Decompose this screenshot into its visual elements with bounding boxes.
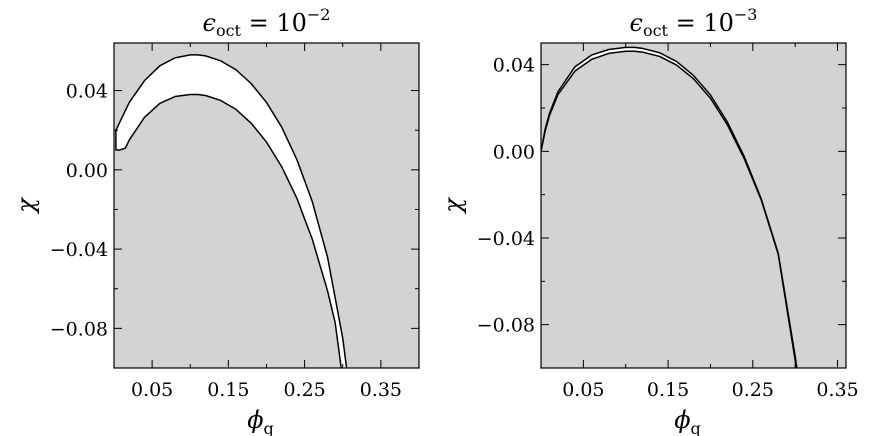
title-subscript: oct <box>216 21 242 40</box>
x-axis-label-symbol: ϕ <box>674 406 690 434</box>
x-tick-label: 0.35 <box>360 379 402 401</box>
x-tick-label: 0.05 <box>562 379 604 401</box>
y-tick-label: −0.08 <box>477 315 535 337</box>
y-axis-label: χ <box>439 197 467 215</box>
x-tick-label: 0.25 <box>732 379 774 401</box>
boundary-curve-1 <box>115 54 348 368</box>
y-tick-label: −0.08 <box>50 318 108 340</box>
title-symbol: ϵ <box>630 9 643 37</box>
chart-panel-1: 0.05 0.15 0.25 0.35 0.04 0.00 −0.04 −0.08 ϵoct =… <box>12 5 420 436</box>
y-tick-label: −0.04 <box>50 239 108 261</box>
y-tick-label: 0.00 <box>493 141 535 163</box>
boundary-curve-2 <box>541 50 797 368</box>
x-axis-label: ϕq <box>674 406 701 436</box>
boundary-curve-2 <box>115 93 342 368</box>
x-axis-label-symbol: ϕ <box>247 406 263 434</box>
y-tick-label: 0.00 <box>66 160 108 182</box>
title-exponent: −3 <box>734 5 758 24</box>
title-subscript: oct <box>643 21 669 40</box>
title-equals: = 10 <box>241 9 307 37</box>
x-tick-label: 0.25 <box>283 379 325 401</box>
title-symbol: ϵ <box>203 9 216 37</box>
x-tick-label: 0.15 <box>207 379 249 401</box>
y-tick-label: −0.04 <box>477 228 535 250</box>
y-tick-label: 0.04 <box>493 55 535 77</box>
plot-background <box>541 43 846 368</box>
x-axis-label-subscript: q <box>264 419 274 436</box>
title-exponent: −2 <box>307 5 331 24</box>
plot-frame <box>540 42 847 369</box>
chart-title: ϵoct = 10−3 <box>630 5 758 40</box>
y-tick-label: 0.04 <box>66 81 108 103</box>
x-axis-label-subscript: q <box>691 419 701 436</box>
x-tick-label: 0.05 <box>131 379 173 401</box>
x-tick-label: 0.15 <box>647 379 689 401</box>
y-axis-label: χ <box>12 197 40 215</box>
x-axis-label: ϕq <box>247 406 274 436</box>
x-tick-label: 0.35 <box>816 379 858 401</box>
chart-panel-2: 0.05 0.15 0.25 0.35 0.04 0.00 −0.04 −0.08 ϵoct =… <box>439 5 859 436</box>
title-equals: = 10 <box>668 9 734 37</box>
chart-title: ϵoct = 10−2 <box>203 5 331 40</box>
